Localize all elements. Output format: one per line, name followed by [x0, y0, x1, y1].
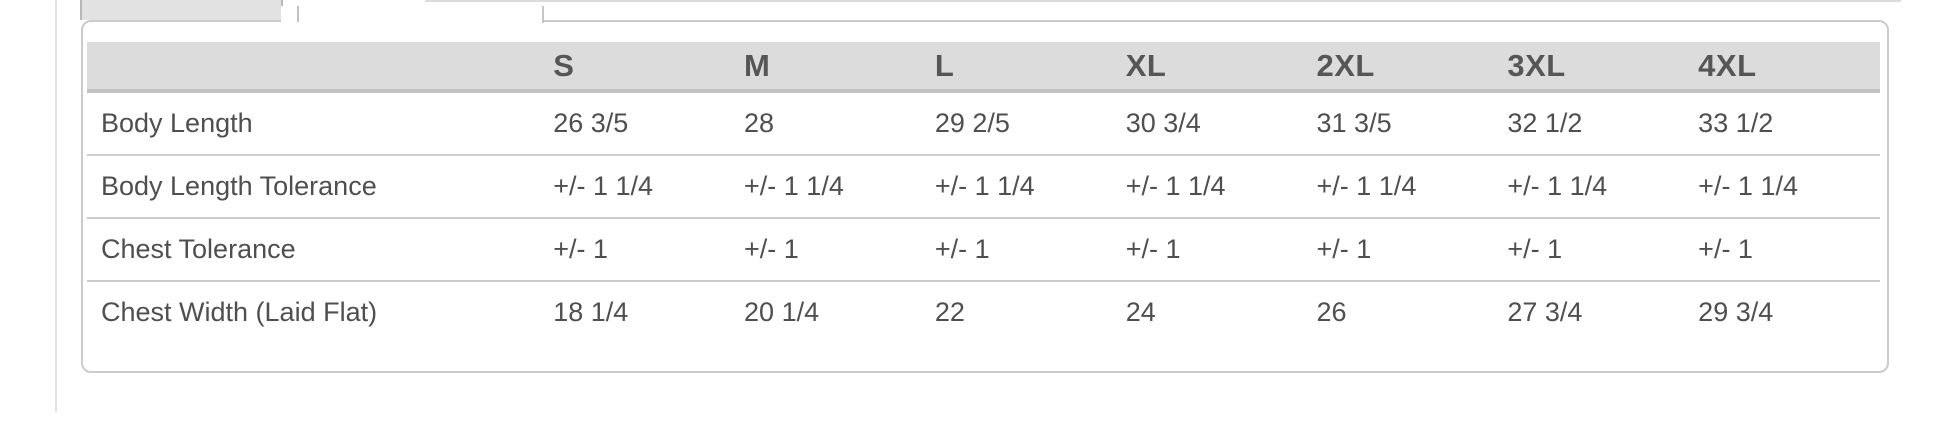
size-chart-tab-notch[interactable]: [281, 6, 299, 22]
row-label: Body Length: [87, 91, 545, 156]
table-cell: +/- 1 1/4: [1307, 155, 1499, 219]
table-cell: 27 3/4: [1507, 297, 1583, 327]
table-row: Chest Width (Laid Flat) 18 1/4 20 1/4 22 24 2…: [87, 281, 1880, 343]
column-header-l: L: [925, 42, 1117, 93]
table-row: Chest Tolerance +/- 1 +/- 1 +/- 1 +/- 1 +/- 1…: [87, 218, 1880, 282]
size-chart-table: S M L XL 2XL 3XL 4XL Body Length 26 3/5 28 29 2/5…: [87, 42, 1880, 343]
top-hairline: [425, 0, 1901, 2]
table-cell: +/- 1 1/4: [1689, 155, 1880, 219]
column-header-s: S: [544, 42, 736, 93]
header-row: S M L XL 2XL 3XL 4XL: [87, 42, 1880, 93]
size-chart-table-wrap: S M L XL 2XL 3XL 4XL Body Length 26 3/5 28 29 2/5…: [87, 42, 1880, 343]
table-cell: 29 2/5: [925, 91, 1117, 156]
row-label: Chest Tolerance: [87, 218, 545, 282]
table-cell: +/- 1 1/4: [1498, 155, 1690, 219]
table-cell: +/- 1: [1498, 218, 1690, 282]
column-header-3xl: 3XL: [1498, 42, 1690, 93]
table-cell: 28: [735, 91, 926, 156]
table-cell: +/- 1 1/4: [925, 155, 1117, 219]
table-row: Body Length 26 3/5 28 29 2/5 30 3/4 31 3/5 32 …: [87, 91, 1880, 156]
table-cell: +/- 1 1/4: [544, 155, 736, 219]
table-cell: 20 1/4: [744, 297, 820, 327]
table-cell: +/- 1 1/4: [735, 155, 926, 219]
size-chart-tab-inactive[interactable]: [80, 0, 283, 20]
page-left-divider: [55, 0, 57, 412]
size-chart-tab-active[interactable]: [299, 6, 544, 23]
table-cell: +/- 1: [1689, 218, 1880, 282]
table-cell: 32 1/2: [1498, 91, 1690, 156]
table-cell: 33 1/2: [1689, 91, 1880, 156]
table-cell: 22: [934, 297, 965, 327]
size-table-header: S M L XL 2XL 3XL 4XL: [87, 42, 1880, 93]
corner-header-cell: [87, 42, 545, 93]
column-header-m: M: [735, 42, 926, 93]
column-header-4xl: 4XL: [1689, 42, 1880, 93]
table-cell: +/- 1: [925, 218, 1117, 282]
table-cell: 24: [1125, 297, 1156, 327]
table-cell: +/- 1 1/4: [1116, 155, 1308, 219]
table-cell: 31 3/5: [1307, 91, 1499, 156]
row-label: Body Length Tolerance: [87, 155, 545, 219]
column-header-2xl: 2XL: [1307, 42, 1499, 93]
size-table-body: Body Length 26 3/5 28 29 2/5 30 3/4 31 3/5 32 …: [87, 91, 1880, 343]
table-cell: +/- 1: [735, 218, 926, 282]
table-cell: 18 1/4: [553, 297, 629, 327]
table-cell: +/- 1: [1307, 218, 1499, 282]
column-header-xl: XL: [1116, 42, 1308, 93]
table-cell: 26 3/5: [544, 91, 736, 156]
table-row: Body Length Tolerance +/- 1 1/4 +/- 1 1/4 +…: [87, 155, 1880, 219]
table-cell: 30 3/4: [1116, 91, 1308, 156]
table-cell: +/- 1: [1116, 218, 1308, 282]
table-cell: +/- 1: [544, 218, 736, 282]
table-cell: 29 3/4: [1698, 297, 1774, 327]
table-cell: 26: [1316, 297, 1347, 327]
row-label: Chest Width (Laid Flat): [101, 297, 378, 327]
